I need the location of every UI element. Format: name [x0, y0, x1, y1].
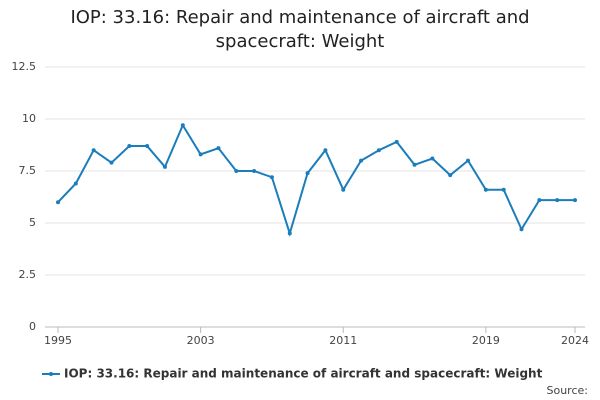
point: [109, 160, 114, 165]
source-label: Source:: [547, 384, 589, 397]
y-tick-label: 5: [29, 216, 36, 229]
point: [269, 175, 274, 180]
point: [234, 169, 239, 173]
point: [501, 187, 506, 192]
x-tick-label: 2003: [187, 334, 215, 347]
point: [448, 173, 453, 178]
point: [91, 148, 96, 153]
y-tick-label: 12.5: [12, 60, 37, 73]
point: [430, 156, 435, 161]
y-tick-label: 2.5: [19, 268, 37, 281]
point: [73, 181, 78, 186]
point: [376, 148, 381, 153]
legend-swatch-dot: [49, 372, 53, 376]
point: [216, 146, 221, 151]
point: [359, 158, 364, 163]
chart-title: IOP: 33.16: Repair and maintenance of ai…: [70, 7, 530, 52]
x-tick-label: 2011: [329, 334, 357, 347]
y-tick-label: 10: [22, 112, 36, 125]
x-tick-label: 2019: [472, 334, 500, 347]
point: [145, 144, 150, 149]
point: [555, 198, 560, 203]
point: [162, 164, 167, 169]
point: [519, 227, 524, 232]
point: [180, 123, 185, 128]
point: [394, 139, 399, 144]
point: [198, 152, 203, 157]
point: [341, 187, 346, 192]
point: [537, 198, 542, 203]
x-tick-label: 2024: [561, 334, 589, 347]
y-tick-label: 0: [29, 320, 36, 333]
point: [483, 187, 488, 192]
point: [573, 198, 577, 203]
y-tick-label: 7.5: [19, 164, 37, 177]
point: [323, 148, 328, 153]
series-line: [57, 123, 575, 237]
point: [305, 171, 310, 176]
point: [56, 200, 60, 205]
point: [252, 169, 257, 173]
point: [412, 162, 417, 167]
x-tick-label: 1995: [44, 334, 72, 347]
point: [287, 231, 292, 236]
legend-label: IOP: 33.16: Repair and maintenance of ai…: [64, 367, 543, 381]
point: [466, 158, 471, 163]
point: [127, 144, 132, 149]
